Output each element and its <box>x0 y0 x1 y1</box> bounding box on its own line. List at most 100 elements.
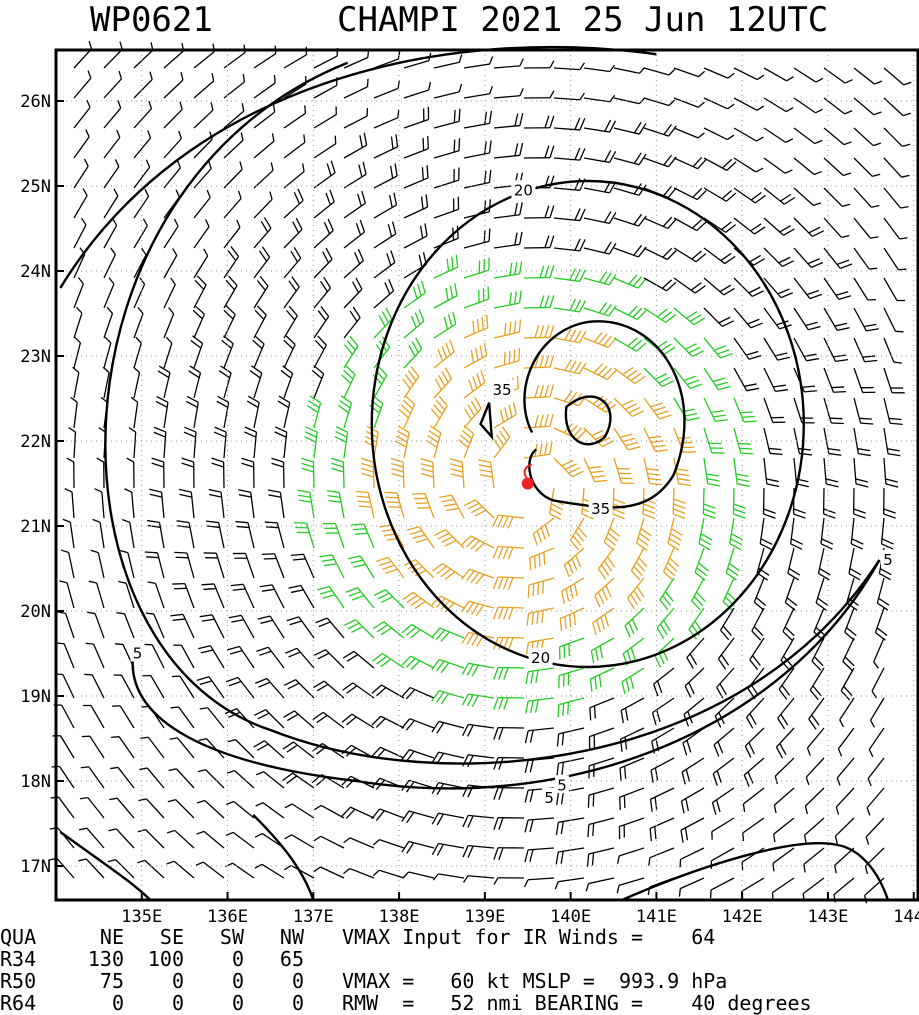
wind-barb-staff <box>874 638 884 662</box>
wind-barb-feather <box>485 171 486 184</box>
wind-barb-staff <box>614 428 628 450</box>
wind-barb-feather <box>170 738 178 739</box>
wind-barb-feather <box>605 614 609 626</box>
table-header-label: QUA <box>0 926 36 948</box>
wind-barb-feather <box>674 504 686 508</box>
wind-barb-feather <box>442 346 446 358</box>
wind-barb-feather <box>242 463 254 467</box>
wind-barb-feather <box>356 223 360 235</box>
wind-barb-feather <box>457 226 458 239</box>
wind-barb-staff <box>194 285 206 308</box>
wind-barb-staff <box>558 878 584 882</box>
wind-barb-staff <box>74 432 75 458</box>
wind-barb-feather <box>748 319 760 324</box>
wind-barb-staff <box>74 108 90 128</box>
wind-barb-feather <box>433 874 438 880</box>
wind-barb-feather <box>462 601 469 612</box>
wind-barb-staff <box>498 667 524 668</box>
wind-barb-feather <box>423 138 424 151</box>
wind-barb-staff <box>434 352 454 368</box>
wind-barb-feather <box>478 319 479 332</box>
wind-barb-feather <box>805 835 807 843</box>
wind-barb-feather <box>900 238 908 239</box>
wind-barb-feather <box>189 371 200 378</box>
wind-barb-feather <box>209 161 212 169</box>
wind-barb-feather <box>631 594 638 605</box>
wind-barb-feather <box>442 371 448 382</box>
wind-barb-feather <box>761 539 772 545</box>
wind-barb-feather <box>167 861 175 864</box>
wind-barb-staff <box>868 758 884 779</box>
wind-barb-feather <box>649 858 650 866</box>
wind-barb-staff <box>246 553 254 578</box>
wind-barb-feather <box>835 360 848 362</box>
wind-barb-staff <box>562 578 584 591</box>
wind-barb-staff <box>374 118 398 128</box>
wind-barb-feather <box>111 737 119 738</box>
wind-barb-staff <box>785 578 794 603</box>
wind-barb-feather <box>595 706 596 719</box>
x-axis-ticks: 135E136E137E138E139E140E141E142E143E144E <box>121 892 919 924</box>
wind-barb-feather <box>620 797 621 810</box>
wind-barb-staff <box>321 805 344 818</box>
wind-barb-feather <box>242 458 254 462</box>
wind-barb-feather <box>186 401 197 407</box>
wind-barb-feather <box>203 589 216 590</box>
wind-barb-staff <box>464 382 485 398</box>
wind-barb-feather <box>738 443 751 444</box>
wind-barb-feather <box>259 651 271 655</box>
wind-barb-feather <box>490 111 492 124</box>
wind-barb-feather <box>355 252 360 264</box>
wind-barb-feather <box>537 531 541 543</box>
wind-barb-feather <box>630 677 633 689</box>
wind-barb-feather <box>604 242 611 253</box>
wind-barb-feather <box>737 479 749 481</box>
wind-barb-feather <box>595 596 600 608</box>
wind-barb-staff <box>734 428 741 453</box>
wind-barb-feather <box>499 698 503 710</box>
wind-barb-feather <box>773 863 774 871</box>
wind-barb-feather <box>229 615 241 617</box>
wind-barb-staff <box>284 55 306 68</box>
y-tick-label: 18N <box>20 772 51 792</box>
wind-barb-feather <box>550 355 554 367</box>
wind-barb-feather <box>438 349 442 361</box>
wind-barb-feather <box>580 301 586 312</box>
wind-barb-staff <box>180 676 194 698</box>
wind-barb-staff <box>794 218 812 236</box>
wind-barb-feather <box>551 504 562 510</box>
wind-barb-feather <box>655 826 656 839</box>
wind-barb-staff <box>494 96 520 98</box>
wind-barb-staff <box>745 728 764 746</box>
wind-barb-staff <box>404 119 429 128</box>
wind-barb-staff <box>176 800 194 818</box>
wind-barb-staff <box>673 488 674 514</box>
wind-barb-feather <box>187 396 198 402</box>
wind-barb-feather <box>884 509 896 513</box>
wind-barb-feather <box>139 768 147 769</box>
wind-barb-feather <box>690 384 702 388</box>
wind-barb-feather <box>824 509 836 513</box>
wind-barb-feather <box>844 142 852 145</box>
wind-barb-staff <box>254 199 272 218</box>
wind-barb-staff <box>314 56 337 68</box>
wind-barb-feather <box>489 229 490 242</box>
wind-barb-feather <box>129 428 136 432</box>
wind-barb-staff <box>134 432 136 458</box>
wind-barb-feather <box>388 507 401 508</box>
wind-barb-staff <box>116 860 134 878</box>
wind-barb-feather <box>828 449 841 451</box>
wind-barb-staff <box>224 256 239 278</box>
wind-barb-feather <box>555 882 558 889</box>
wind-barb-staff <box>854 248 869 269</box>
wind-barb-feather <box>332 468 344 472</box>
wind-barb-feather <box>694 318 705 325</box>
wind-barb-staff <box>714 728 734 745</box>
wind-barb-feather <box>427 165 428 178</box>
wind-barb-feather <box>494 848 498 860</box>
wind-barb-feather <box>794 514 806 518</box>
wind-barb-feather <box>509 608 513 620</box>
wind-barb-feather <box>588 854 589 867</box>
wind-barb-staff <box>434 296 457 308</box>
wind-barb-staff <box>713 758 734 774</box>
